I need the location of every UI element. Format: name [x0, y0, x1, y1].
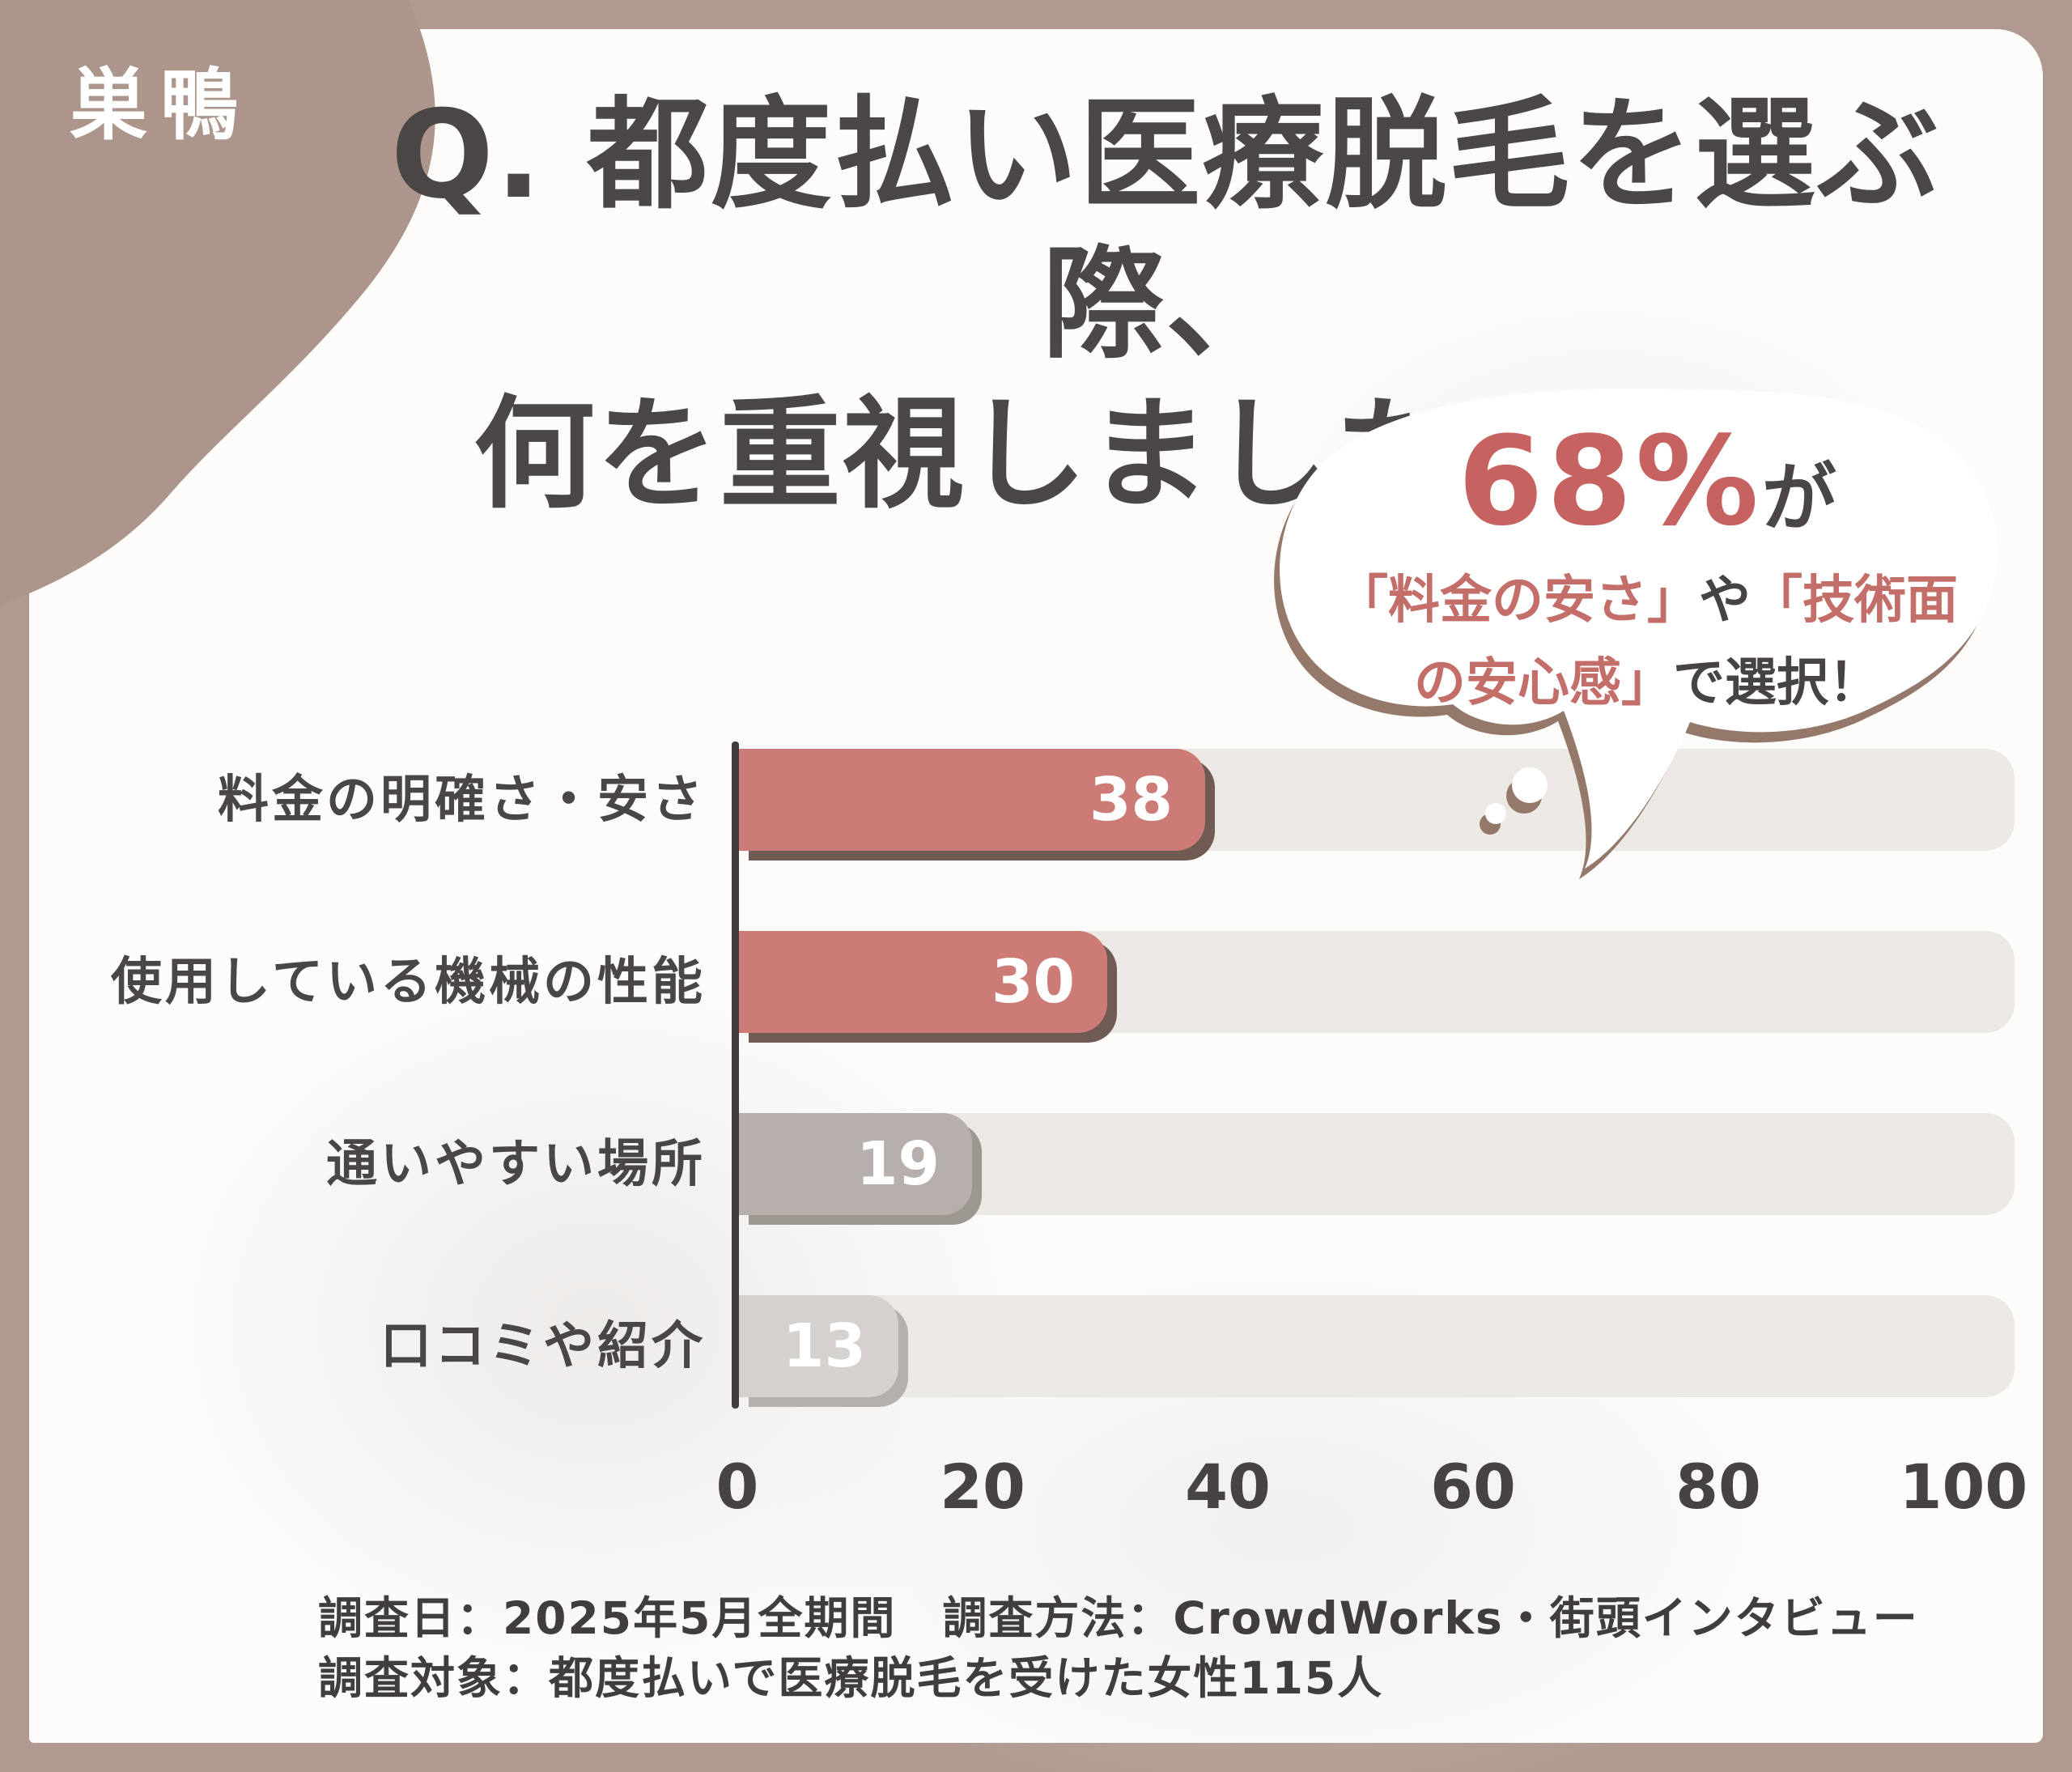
x-axis-tick-label: 60	[1430, 1451, 1516, 1523]
callout-text: 68%が 「料金の安さ」や「技術面 の安心感」で選択！	[1287, 379, 2007, 720]
bar-fill: 38	[739, 749, 1205, 851]
survey-notes: 調査日：2025年5月全期間 調査方法：CrowdWorks・街頭インタビュー …	[318, 1588, 1919, 1708]
bar-row: 通いやすい場所 19	[0, 1113, 2072, 1215]
bar-fill: 19	[739, 1113, 972, 1215]
thought-dot-large	[1512, 767, 1548, 803]
bar-row: 使用している機械の性能 30	[0, 931, 2072, 1033]
callout-line3: の安心感」で選択！	[1287, 646, 2007, 720]
survey-note-line1: 調査日：2025年5月全期間 調査方法：CrowdWorks・街頭インタビュー	[318, 1592, 1919, 1644]
bar-row: 料金の明確さ・安さ 38	[0, 749, 2072, 851]
speech-bubble-shape	[1280, 388, 1998, 869]
bar-label: 通いやすい場所	[326, 1134, 706, 1193]
bar-label: 口コミや紹介	[380, 1316, 706, 1375]
callout-segment-red: 「料金の安さ」	[1336, 571, 1699, 631]
bar-fill: 30	[739, 931, 1107, 1033]
thought-dot-small	[1485, 803, 1506, 824]
x-axis-tick-label: 40	[1185, 1451, 1271, 1523]
x-axis-tick-label: 20	[940, 1451, 1025, 1523]
brand-logo: 巣鴨	[70, 60, 251, 151]
callout-segment-dark: で選択！	[1673, 653, 1880, 713]
callout-segment-dark: や	[1699, 571, 1751, 631]
page-title-line1: Q. 都度払い医療脱毛を選ぶ際、	[390, 85, 1941, 376]
callout-segment-red: の安心感」	[1414, 653, 1673, 713]
callout-headline: 68%が	[1458, 410, 1836, 553]
bar-fill: 13	[739, 1295, 898, 1397]
x-axis-tick-label: 0	[715, 1451, 759, 1523]
callout-segment-red: 「技術面	[1751, 571, 1958, 631]
y-axis-line	[732, 742, 739, 1409]
bar-track	[739, 1295, 2015, 1397]
x-axis-tick-label: 100	[1899, 1451, 2028, 1523]
callout-line2: 「料金の安さ」や「技術面	[1287, 563, 2007, 638]
corner-blob-decoration	[0, 0, 435, 606]
bar-label: 使用している機械の性能	[110, 952, 706, 1011]
bar-row: 口コミや紹介 13	[0, 1295, 2072, 1397]
bar-label: 料金の明確さ・安さ	[218, 770, 706, 829]
callout-bubble: 68%が 「料金の安さ」や「技術面 の安心感」で選択！	[1263, 379, 2032, 905]
survey-note-line2: 調査対象：都度払いで医療脱毛を受けた女性115人	[318, 1652, 1384, 1704]
x-axis-tick-label: 80	[1675, 1451, 1761, 1523]
callout-percentage: 68%	[1458, 410, 1762, 553]
